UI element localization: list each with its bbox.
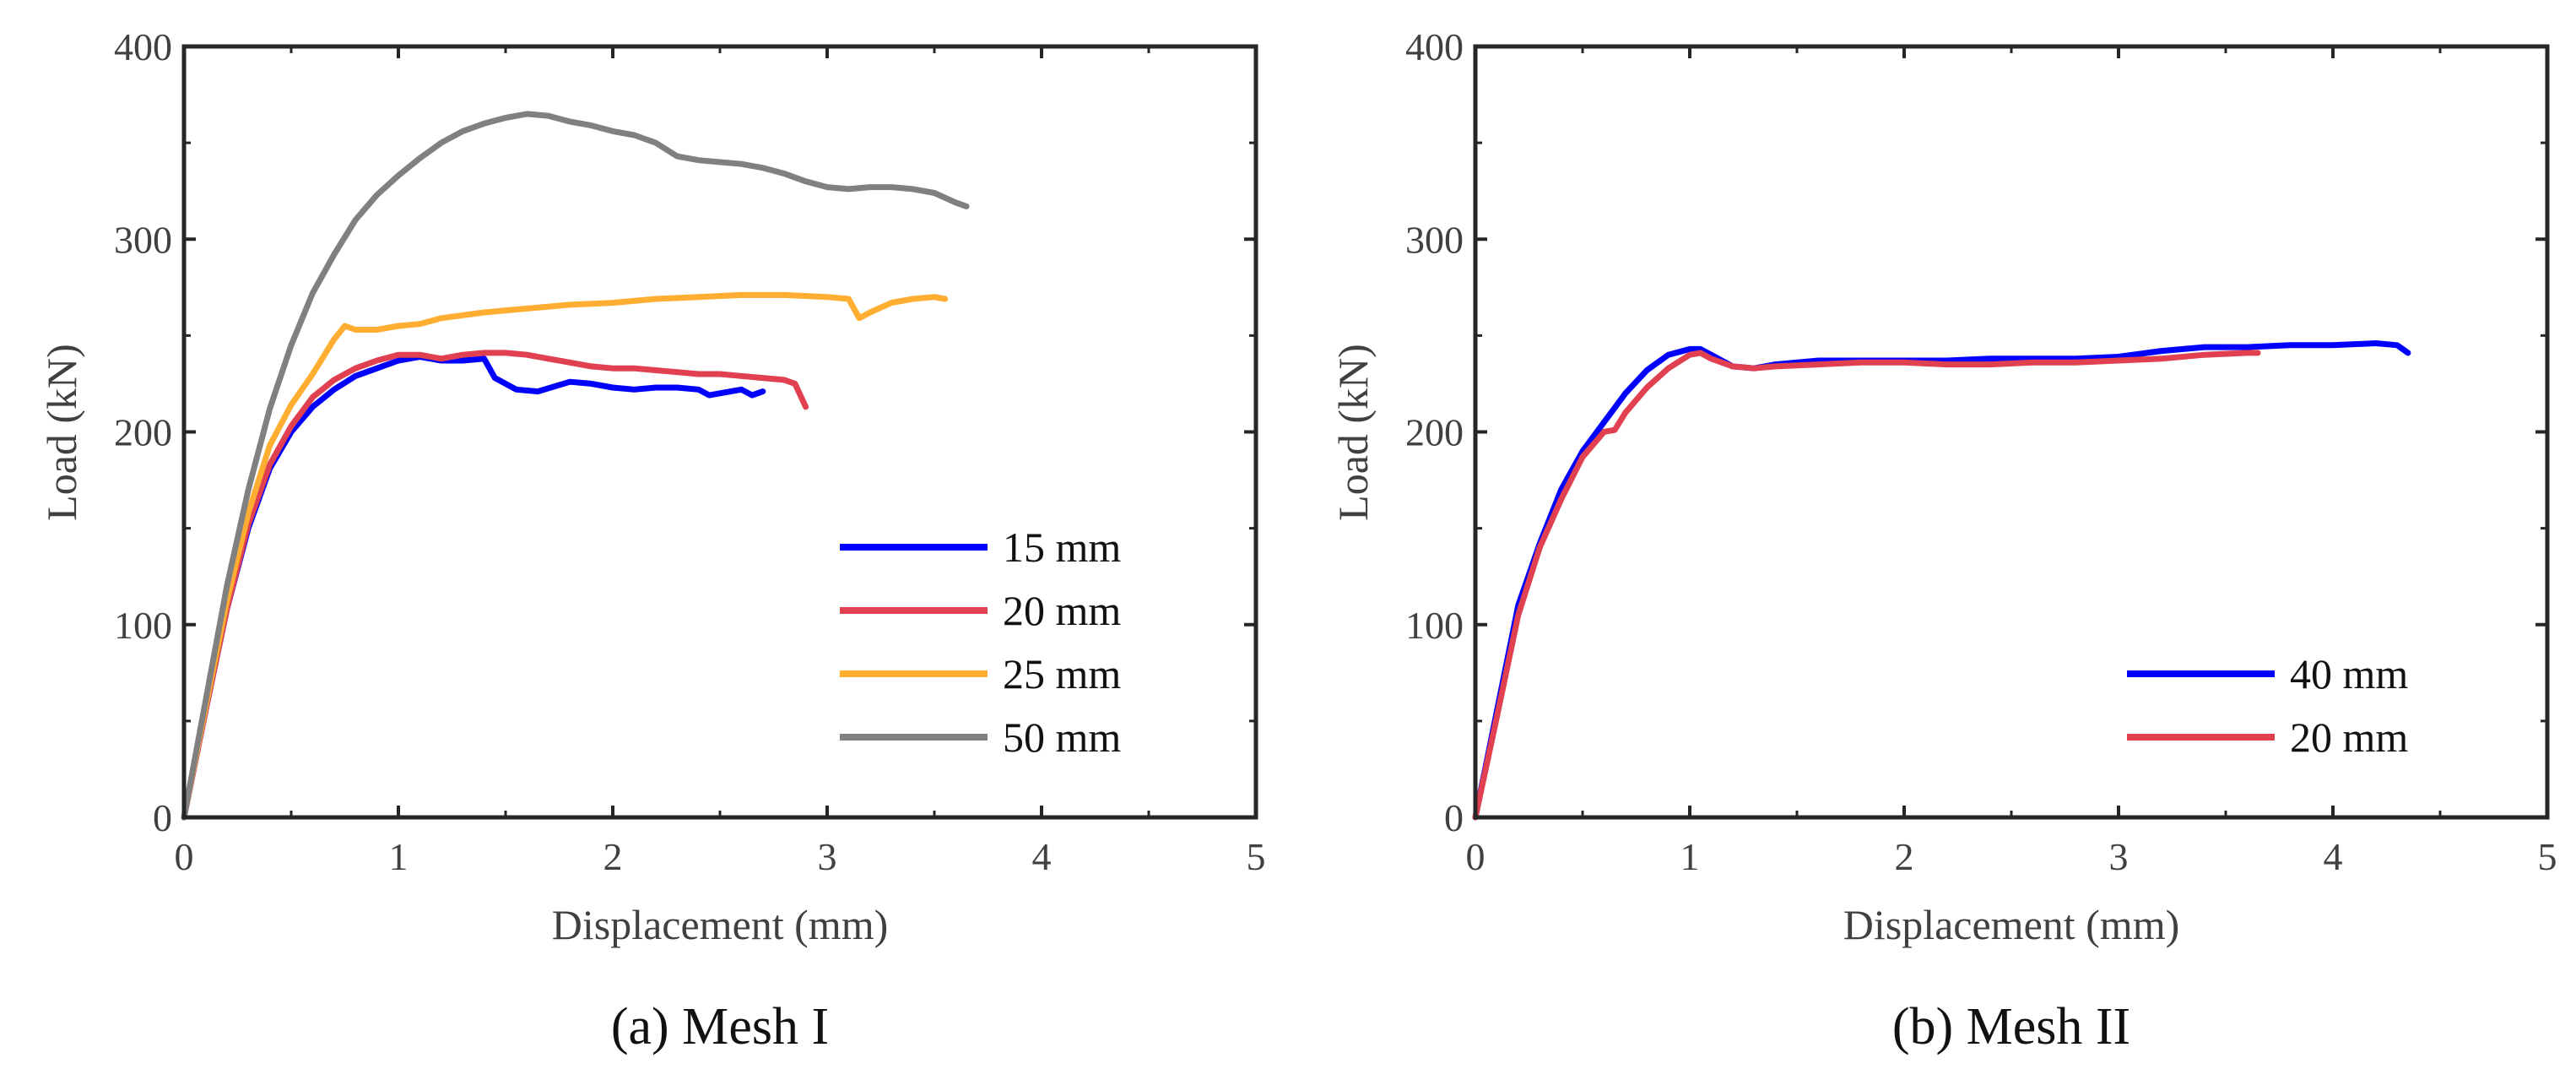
x-tick-label: 1	[389, 835, 409, 878]
legend-label: 25 mm	[1003, 650, 1121, 697]
axis-ticks: 0 1 2 3 4 5 0 100 200 300 400	[1405, 25, 2557, 878]
chart-panel-mesh-i: 0 1 2 3 4 5 0 100 200 300 400 Displacement (mm) Lo…	[38, 25, 1266, 1055]
x-tick-label: 4	[2324, 835, 2343, 878]
legend: 15 mm 20 mm 25 mm 50 mm	[840, 524, 1121, 761]
x-tick-label: 1	[1680, 835, 1700, 878]
x-tick-label: 4	[1032, 835, 1052, 878]
y-tick-label: 100	[114, 604, 172, 647]
x-tick-label: 5	[1247, 835, 1266, 878]
legend: 40 mm 20 mm	[2127, 650, 2408, 761]
legend-label: 15 mm	[1003, 524, 1121, 571]
legend-label: 50 mm	[1003, 714, 1121, 761]
x-tick-label: 0	[175, 835, 194, 878]
y-tick-label: 400	[114, 25, 172, 68]
y-tick-label: 0	[153, 796, 172, 839]
legend-label: 20 mm	[1003, 587, 1121, 634]
x-tick-label: 5	[2538, 835, 2557, 878]
series-line-25-mm	[181, 291, 949, 821]
y-tick-label: 0	[1444, 796, 1464, 839]
y-tick-label: 400	[1405, 25, 1464, 68]
y-tick-label: 300	[1405, 218, 1464, 261]
x-tick-label: 2	[603, 835, 623, 878]
legend-label: 40 mm	[2290, 650, 2408, 697]
y-tick-label: 300	[114, 218, 172, 261]
x-tick-label: 2	[1895, 835, 1914, 878]
y-tick-label: 200	[114, 411, 172, 454]
x-tick-label: 3	[2109, 835, 2129, 878]
x-tick-label: 0	[1466, 835, 1486, 878]
series-line-20-mm	[1472, 350, 2261, 821]
series-layer	[181, 111, 970, 821]
series-line-20-mm	[181, 350, 809, 821]
series-line-40-mm	[1472, 340, 2411, 821]
y-axis-label: Load (kN)	[38, 344, 85, 521]
chart-panel-mesh-ii: 0 1 2 3 4 5 0 100 200 300 400 Displacement (mm) Lo…	[1329, 25, 2557, 1055]
panel-caption: (b) Mesh II	[1892, 998, 2130, 1055]
series-line-15-mm	[181, 354, 766, 821]
y-axis-label: Load (kN)	[1329, 344, 1377, 521]
x-axis-label: Displacement (mm)	[1843, 901, 2180, 948]
x-axis-label: Displacement (mm)	[552, 901, 889, 948]
series-line-50-mm	[181, 111, 970, 821]
y-tick-label: 200	[1405, 411, 1464, 454]
axis-ticks: 0 1 2 3 4 5 0 100 200 300 400	[114, 25, 1266, 878]
series-layer	[1472, 340, 2411, 821]
legend-label: 20 mm	[2290, 714, 2408, 761]
plot-frame	[1473, 44, 2550, 820]
panel-caption: (a) Mesh I	[611, 998, 829, 1055]
y-tick-label: 100	[1405, 604, 1464, 647]
x-tick-label: 3	[818, 835, 837, 878]
